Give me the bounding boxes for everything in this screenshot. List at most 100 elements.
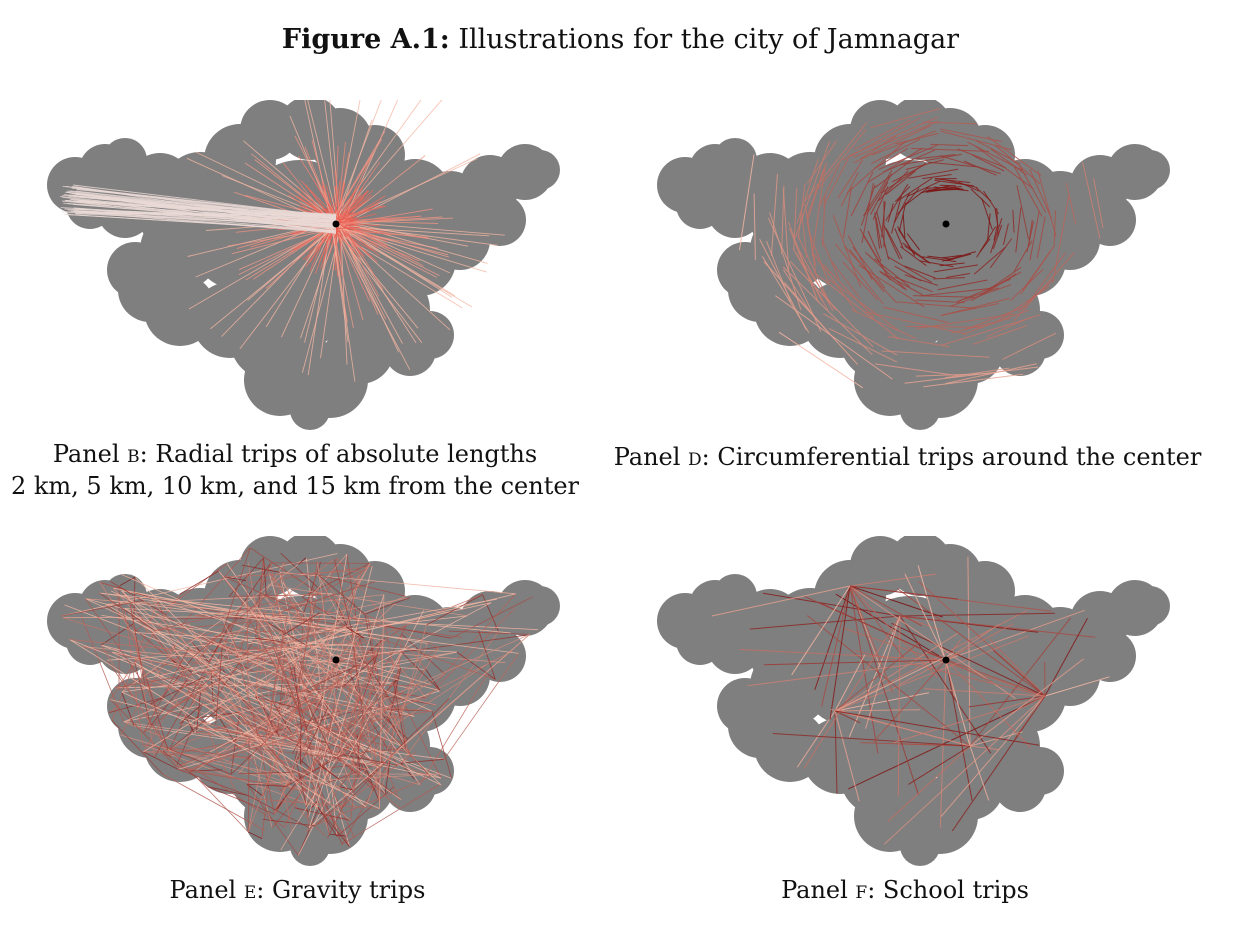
panel-d-letter: d xyxy=(688,443,702,471)
circumferential-trip xyxy=(859,228,891,281)
circumferential-trip xyxy=(987,136,1042,176)
circumferential-trip xyxy=(926,186,962,189)
gravity-trip xyxy=(237,625,347,658)
gravity-trip xyxy=(255,637,286,643)
circumferential-trip xyxy=(939,262,965,267)
circumferential-trip xyxy=(808,232,830,285)
circumferential-trip xyxy=(769,212,802,310)
radial-trip xyxy=(334,226,370,302)
school-trip xyxy=(834,652,955,712)
radial-trip xyxy=(337,225,378,263)
gravity-trip xyxy=(121,691,380,809)
school-trip xyxy=(940,695,1046,817)
gravity-trip xyxy=(347,667,402,760)
panel-e-caption-line1: : Gravity trips xyxy=(256,876,426,904)
gravity-trip xyxy=(346,626,365,639)
circumferential-trip xyxy=(887,203,894,223)
school-trip xyxy=(739,649,947,661)
gravity-trip xyxy=(228,557,264,597)
radial-trip xyxy=(252,225,335,280)
school-trip xyxy=(849,585,879,754)
gravity-trip xyxy=(297,809,319,856)
radial-trip xyxy=(337,227,360,230)
gravity-trip xyxy=(431,710,452,779)
radial-trip xyxy=(336,222,403,344)
circumferential-trip xyxy=(1027,252,1066,304)
circumferential-trip xyxy=(927,255,954,260)
gravity-trip xyxy=(123,721,291,785)
gravity-trip xyxy=(194,594,384,616)
circumferential-trip xyxy=(983,190,1000,215)
panel-f-map xyxy=(640,536,1170,866)
school-trip xyxy=(873,659,947,742)
gravity-trip xyxy=(381,624,427,789)
radial-trip xyxy=(333,216,443,225)
gravity-trip xyxy=(121,691,135,726)
city-center-marker-d xyxy=(942,220,950,228)
gravity-trip xyxy=(143,751,179,770)
circumferential-trip xyxy=(796,158,819,224)
gravity-trip xyxy=(134,576,367,807)
gravity-trip xyxy=(120,734,307,792)
circumferential-trip xyxy=(875,363,959,377)
city-center-marker-f xyxy=(942,656,950,664)
circumferential-trip xyxy=(883,224,901,260)
radial-trip xyxy=(339,200,381,226)
gravity-trip xyxy=(110,699,177,767)
gravity-trip xyxy=(320,671,341,780)
gravity-trip xyxy=(114,668,225,689)
gravity-trip xyxy=(69,639,331,804)
circumferential-trip xyxy=(906,180,941,198)
circumferential-trip xyxy=(850,171,874,217)
gravity-trip xyxy=(130,605,146,686)
gravity-trip xyxy=(339,646,380,752)
circumferential-trip xyxy=(1027,219,1033,247)
gravity-trip xyxy=(218,570,379,769)
circumferential-trip xyxy=(872,186,889,220)
gravity-trip xyxy=(321,594,439,648)
gravity-trip xyxy=(296,673,445,762)
gravity-trip xyxy=(82,646,295,667)
panel-e-prefix: Panel xyxy=(169,876,244,904)
circumferential-trip xyxy=(880,162,927,194)
city-area-d-39 xyxy=(676,181,724,229)
gravity-trip xyxy=(143,635,215,753)
gravity-trip xyxy=(246,571,249,700)
circumferential-trip xyxy=(1082,161,1101,239)
gravity-trip xyxy=(274,588,320,732)
circumferential-trip xyxy=(1013,165,1043,217)
school-trip xyxy=(830,708,971,747)
circumferential-trip xyxy=(858,264,925,308)
gravity-trip xyxy=(123,629,342,723)
school-trip xyxy=(749,615,901,630)
circumferential-trip xyxy=(883,306,949,324)
gravity-trip xyxy=(121,574,433,712)
circumferential-trip xyxy=(996,207,999,237)
circumferential-trip xyxy=(905,159,945,170)
circumferential-trip xyxy=(870,138,921,165)
radial-trip xyxy=(337,224,440,277)
gravity-trip xyxy=(143,600,279,738)
circumferential-trip xyxy=(894,228,904,249)
radial-trip xyxy=(336,190,369,220)
school-trip xyxy=(849,585,958,600)
radial-trip xyxy=(334,119,373,229)
gravity-trip xyxy=(316,776,431,825)
circumferential-trip xyxy=(861,183,874,244)
circumferential-trip xyxy=(939,184,956,187)
gravity-trip xyxy=(247,684,356,808)
gravity-trip xyxy=(99,592,156,632)
gravity-trip xyxy=(119,576,136,586)
gravity-trip xyxy=(121,564,299,693)
gravity-trip xyxy=(246,783,264,797)
circumferential-trip xyxy=(782,188,790,275)
radial-trip xyxy=(251,153,333,221)
circumferential-trip xyxy=(993,224,999,241)
school-trip xyxy=(849,585,938,678)
gravity-trip xyxy=(207,786,275,815)
circumferential-trip xyxy=(940,130,1013,151)
city-area-d-33 xyxy=(1016,311,1064,359)
gravity-trip xyxy=(229,594,322,597)
circumferential-trip xyxy=(806,162,828,219)
school-trip xyxy=(763,659,947,666)
